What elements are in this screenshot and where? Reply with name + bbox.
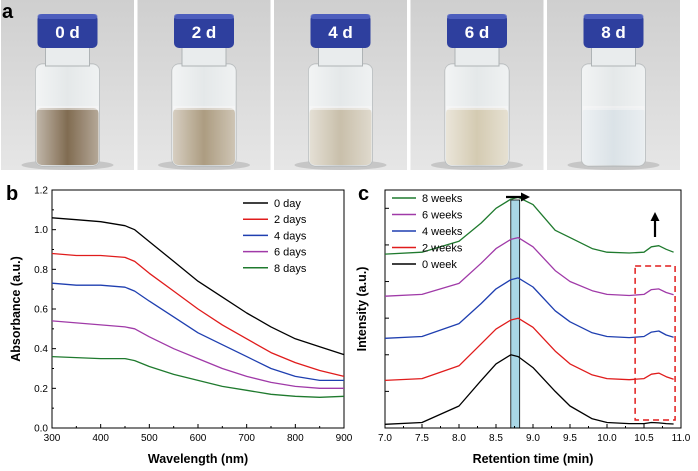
- y-tick-label: 0.4: [34, 344, 48, 355]
- absorbance-x-axis-title: Wavelength (nm): [148, 452, 248, 466]
- vial-cap: [310, 14, 371, 48]
- retention-highlight-band: [510, 199, 521, 429]
- vial-cap: [447, 14, 507, 48]
- panel-c-letter: c: [358, 183, 369, 205]
- vial-photo: 4 d: [274, 0, 407, 170]
- legend-label: 8 days: [274, 263, 307, 275]
- y-tick-label: 0.0: [34, 424, 48, 435]
- vial-neck: [591, 45, 636, 67]
- series-line-4-weeks: [384, 277, 674, 339]
- vial-cap-rim: [310, 14, 371, 19]
- legend-label: 2 days: [274, 214, 307, 226]
- vial-neck: [318, 45, 363, 67]
- legend-label: 2 weeks: [422, 243, 463, 255]
- vial-cap-rim: [37, 14, 98, 19]
- legend-label: 0 day: [274, 198, 301, 210]
- x-tick-label: 8.5: [489, 433, 503, 444]
- y-tick-label: 0.8: [34, 265, 48, 276]
- x-tick-label: 9.5: [563, 433, 577, 444]
- vial-cap: [37, 14, 98, 48]
- panel-a-photos: 0 d 2 d 4 d 6 d 8 d: [1, 0, 680, 170]
- vial-neck: [181, 45, 227, 67]
- legend-label: 4 days: [274, 230, 307, 242]
- series-line-0-week: [384, 354, 674, 425]
- series-line-4-days: [51, 282, 344, 382]
- absorbance-axis-ticks: 300 400 500 600 700 800 900 0.0 0.2 0.4 0.6 0.8 1.0 1…: [34, 186, 353, 445]
- series-line-2-weeks: [384, 317, 674, 382]
- retention-chart: 7.0 7.5 8.0 8.5 9.0 9.5 10.0 10.5 11.0 8 weeks 6 …: [355, 189, 691, 466]
- vial-photo: 2 d: [137, 0, 271, 170]
- y-tick-label: 0.2: [34, 384, 48, 395]
- x-tick-label: 700: [238, 433, 255, 444]
- vial-cap-rim: [583, 14, 644, 19]
- y-tick-label: 1.2: [34, 186, 48, 197]
- vial-label: 8 d: [601, 23, 626, 42]
- vial-cap-rim: [174, 14, 234, 19]
- x-tick-label: 11.0: [672, 433, 691, 444]
- x-tick-label: 7.5: [415, 433, 429, 444]
- series-line-6-weeks: [384, 236, 674, 297]
- retention-y-axis-title: Intensity (a.u.): [355, 267, 369, 352]
- retention-axis-ticks: 7.0 7.5 8.0 8.5 9.0 9.5 10.0 10.5 11.0: [378, 207, 691, 444]
- vial-photo: 6 d: [410, 0, 544, 170]
- y-tick-label: 0.6: [34, 305, 48, 316]
- legend-label: 4 weeks: [422, 226, 463, 238]
- vial-highlight: [445, 64, 509, 166]
- x-tick-label: 8.0: [452, 433, 466, 444]
- vial-label: 2 d: [192, 23, 217, 42]
- x-tick-label: 600: [190, 433, 207, 444]
- absorbance-legend: 0 day 2 days 4 days 6 days 8 days: [243, 198, 307, 275]
- series-line-8-weeks: [384, 196, 674, 255]
- vial-label: 0 d: [55, 23, 80, 42]
- x-tick-label: 10.5: [634, 433, 654, 444]
- x-tick-label: 9.0: [526, 433, 540, 444]
- legend-label: 8 weeks: [422, 193, 463, 205]
- x-tick-label: 400: [92, 433, 109, 444]
- vial-cap: [174, 14, 234, 48]
- x-tick-label: 500: [141, 433, 158, 444]
- x-tick-label: 900: [336, 433, 353, 444]
- absorbance-y-axis-title: Absorbance (a.u.): [9, 256, 23, 362]
- series-line-2-days: [51, 252, 345, 378]
- x-tick-label: 800: [287, 433, 304, 444]
- series-line-6-days: [51, 320, 344, 389]
- absorbance-chart: 300 400 500 600 700 800 900 0.0 0.2 0.4 0.6 0.8 1.0 1…: [9, 186, 353, 467]
- vial-label: 4 d: [328, 23, 353, 42]
- panel-a-letter: a: [2, 1, 14, 23]
- legend-label: 0 week: [422, 259, 457, 271]
- series-line-8-days: [51, 355, 345, 398]
- vial-photo: 0 d: [1, 0, 134, 170]
- legend-label: 6 weeks: [422, 210, 463, 222]
- vial-cap-rim: [447, 14, 507, 19]
- y-tick-label: 1.0: [34, 225, 48, 236]
- series-line-0-day: [51, 217, 345, 356]
- panel-b-letter: b: [6, 183, 18, 205]
- retention-series-lines: [384, 196, 674, 425]
- retention-x-axis-title: Retention time (min): [473, 452, 594, 466]
- vial-neck: [45, 45, 90, 67]
- vial-cap: [583, 14, 644, 48]
- vial-neck: [454, 45, 500, 67]
- vial-photo: 8 d: [547, 0, 680, 170]
- x-tick-label: 7.0: [378, 433, 392, 444]
- vial-highlight: [35, 64, 100, 166]
- x-tick-label: 10.0: [597, 433, 617, 444]
- vial-highlight: [172, 64, 236, 166]
- legend-label: 6 days: [274, 247, 307, 259]
- x-tick-label: 300: [44, 433, 61, 444]
- right-arrow-icon: [506, 192, 530, 202]
- absorbance-series-lines: [51, 217, 345, 398]
- up-arrow-icon: [650, 212, 660, 237]
- retention-dashed-highlight-box: [634, 265, 676, 421]
- vial-label: 6 d: [465, 23, 490, 42]
- vial-highlight: [581, 64, 646, 166]
- vial-highlight: [308, 64, 373, 166]
- retention-legend: 8 weeks 6 weeks 4 weeks 2 weeks 0 week: [392, 193, 463, 271]
